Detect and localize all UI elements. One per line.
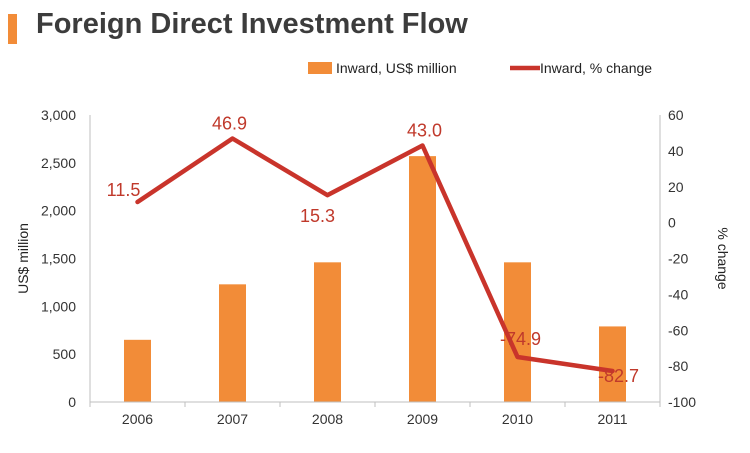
line-data-label-2006: 11.5 (107, 180, 141, 200)
y-left-tick-label: 1,500 (41, 251, 76, 267)
legend-bar-swatch (308, 62, 332, 74)
y-left-tick-label: 0 (68, 394, 76, 410)
y-left-axis-title: US$ million (15, 223, 31, 294)
y-right-tick-label: -80 (668, 358, 688, 374)
y-right-tick-label: 0 (668, 215, 676, 231)
title-accent-bar (8, 14, 17, 44)
line-data-label-2007: 46.9 (212, 113, 247, 133)
line-data-label-2008: 15.3 (300, 206, 335, 226)
y-right-axis-title: % change (715, 227, 731, 289)
bar-2008 (314, 262, 341, 402)
line-data-label-2009: 43.0 (407, 120, 442, 140)
pct-change-line (135, 136, 615, 374)
bar-2011 (599, 326, 626, 402)
y-left-tick-label: 500 (53, 346, 77, 362)
y-right-tick-label: -20 (668, 251, 688, 267)
bar-2007 (219, 284, 246, 402)
bar-2009 (409, 156, 436, 402)
x-tick-label: 2006 (122, 411, 153, 427)
y-left-tick-label: 2,500 (41, 155, 76, 171)
line-data-label-2011: -82.7 (598, 366, 639, 386)
y-right-tick-label: -60 (668, 322, 688, 338)
y-left-tick-label: 2,000 (41, 203, 76, 219)
bar-2006 (124, 339, 151, 402)
y-left-tick-label: 3,000 (41, 107, 76, 123)
y-left-tick-label: 1,000 (41, 298, 76, 314)
y-right-tick-label: 60 (668, 107, 684, 123)
line-data-label-2010: -74.9 (500, 329, 541, 349)
x-tick-label: 2009 (407, 411, 438, 427)
y-right-tick-label: -40 (668, 286, 688, 302)
y-right-tick-label: -100 (668, 394, 696, 410)
x-tick-label: 2007 (217, 411, 248, 427)
y-right-tick-label: 20 (668, 179, 684, 195)
x-tick-label: 2008 (312, 411, 343, 427)
x-tick-label: 2010 (502, 411, 533, 427)
y-right-tick-label: 40 (668, 143, 684, 159)
legend-bar-label: Inward, US$ million (336, 60, 457, 76)
page-title: Foreign Direct Investment Flow (36, 8, 468, 40)
x-tick-label: 2011 (597, 411, 627, 427)
legend-line-label: Inward, % change (540, 60, 652, 76)
